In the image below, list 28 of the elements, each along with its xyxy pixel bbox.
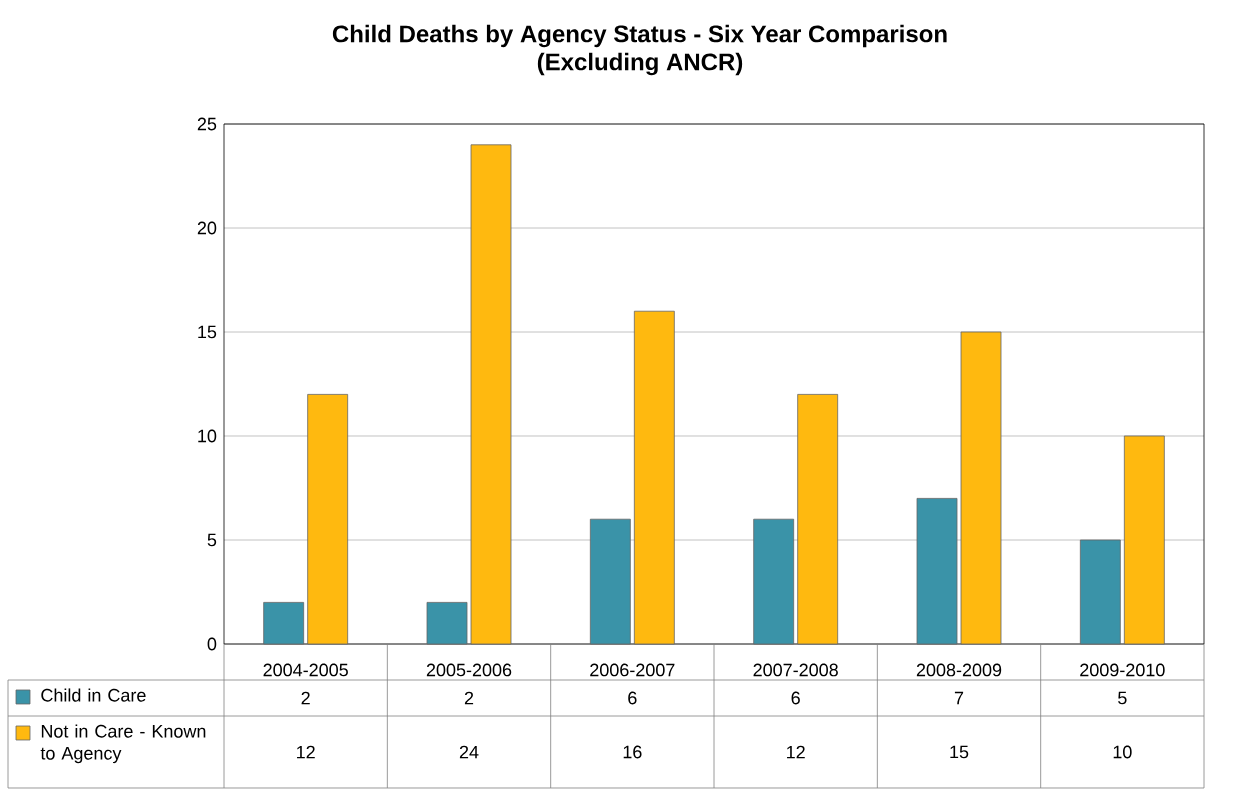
y-tick-label: 5: [207, 533, 217, 547]
x-tick-label: 2005-2006: [426, 663, 512, 677]
data-label: 16: [623, 745, 642, 759]
x-tick-label: 2007-2008: [753, 663, 838, 677]
x-tick-label: 2009-2010: [1080, 663, 1165, 677]
data-label: 5: [1118, 691, 1127, 705]
chart-title: Child Deaths by Agency Status - Six Year Comparison: [332, 24, 947, 48]
legend-label: Child in Care: [41, 688, 146, 702]
y-tick-label: 25: [197, 117, 217, 131]
data-label: 7: [954, 691, 964, 705]
data-label: 12: [787, 745, 805, 759]
chart-subtitle: (Excluding ANCR): [537, 52, 743, 76]
y-tick-label: 10: [198, 429, 217, 443]
x-tick-label: 2008-2009: [916, 663, 1002, 677]
y-tick-label: 15: [198, 325, 217, 339]
data-label: 10: [1113, 745, 1132, 759]
legend-label: Not in Care - Known to Agency: [40, 724, 206, 764]
y-tick-label: 20: [197, 221, 217, 235]
x-tick-label: 2004-2005: [263, 663, 348, 677]
data-label: 2: [464, 691, 474, 705]
x-tick-label: 2006-2007: [590, 663, 675, 677]
data-label: 6: [791, 691, 800, 705]
data-label: 2: [301, 691, 310, 705]
data-label: 6: [628, 691, 637, 705]
data-label: 12: [297, 745, 315, 759]
data-label: 24: [459, 745, 479, 759]
data-label: 15: [950, 745, 969, 759]
y-tick-label: 0: [207, 637, 217, 651]
